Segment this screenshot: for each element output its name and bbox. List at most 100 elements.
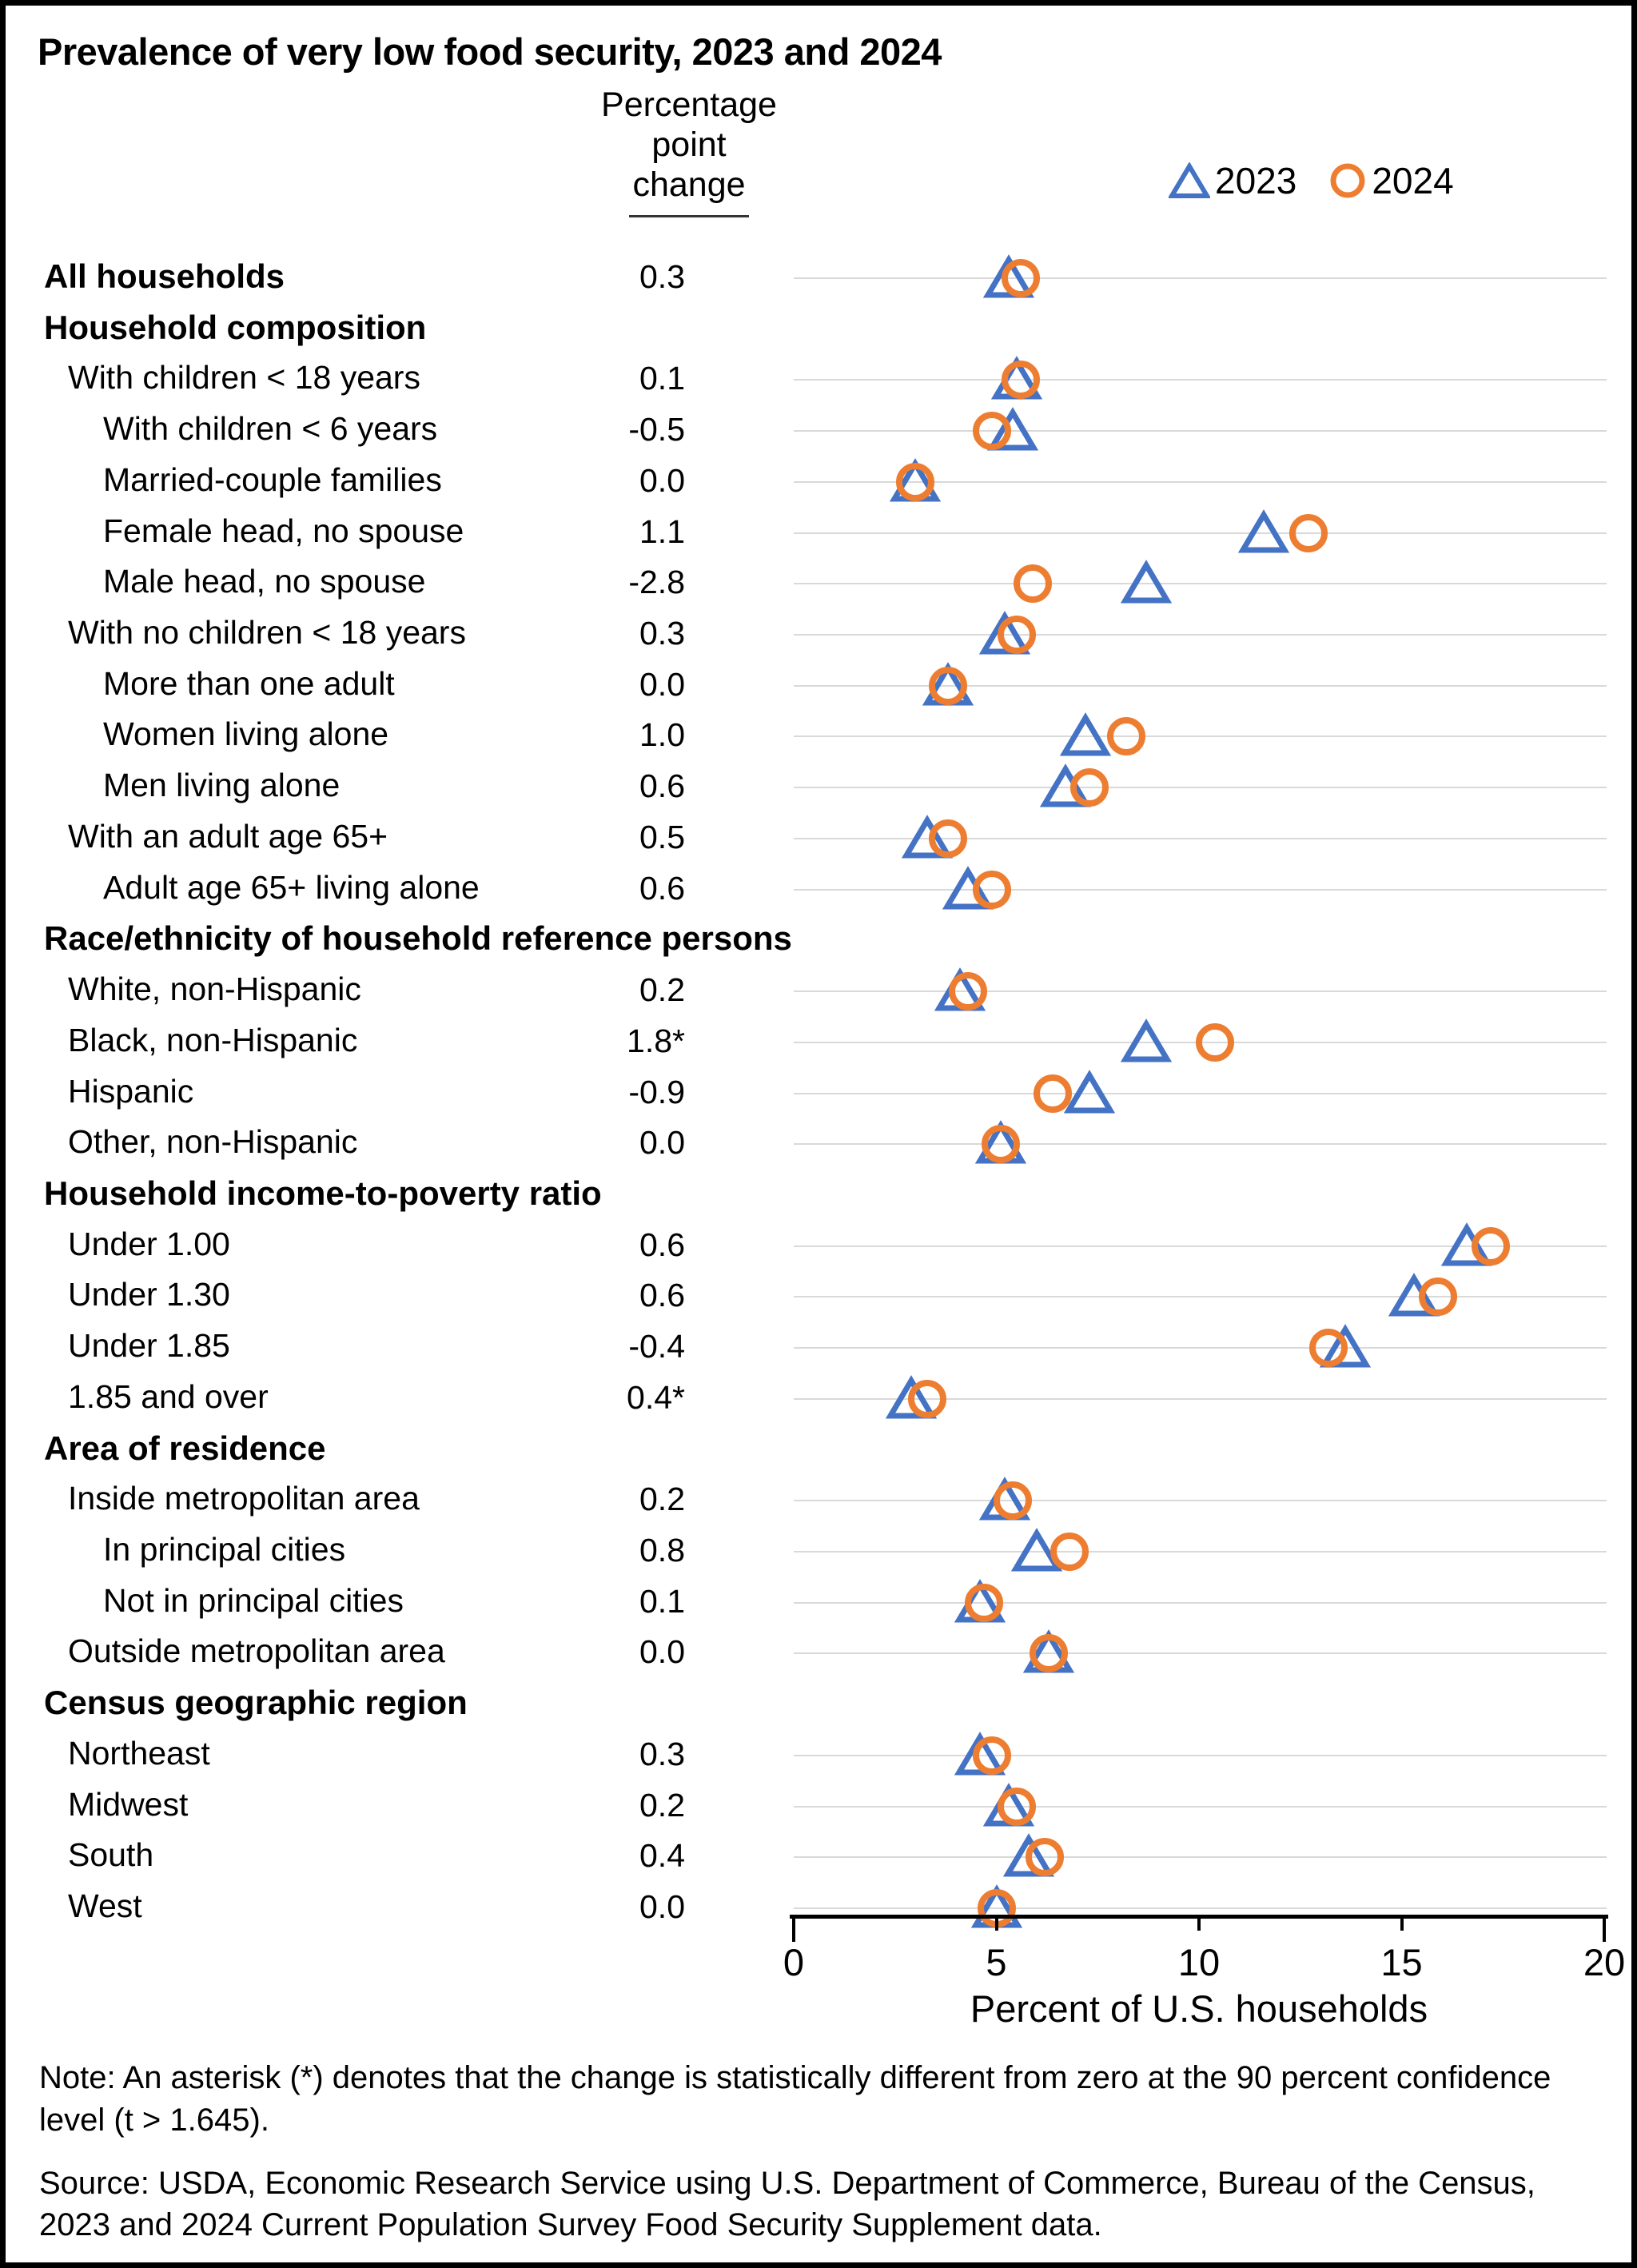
row-label: White, non-Hispanic [68, 971, 361, 1007]
gridline [794, 1755, 1607, 1756]
circle-2024-icon [1330, 163, 1365, 198]
triangle-2023-icon [1169, 162, 1210, 198]
marker-2024-circle [1034, 1074, 1073, 1113]
row-label: Under 1.85 [68, 1327, 230, 1364]
pp-change-value: 0.6 [639, 1277, 685, 1313]
marker-2024-circle [949, 972, 987, 1010]
pp-change-value: 1.8* [627, 1022, 685, 1059]
row-label: Women living alone [103, 715, 389, 752]
gridline [794, 379, 1607, 381]
row-label: Male head, no spouse [103, 563, 426, 600]
row-label: Midwest [68, 1786, 189, 1823]
marker-2023-triangle [1319, 1324, 1371, 1368]
legend: 2023 2024 [1169, 159, 1454, 202]
x-axis-tick-label: 5 [986, 1941, 1007, 1983]
gridline [794, 1551, 1607, 1553]
pp-change-value: 0.2 [639, 971, 685, 1008]
pp-change-value: 0.0 [639, 666, 685, 703]
row-label: Married-couple families [103, 461, 442, 498]
marker-2024-circle [1001, 361, 1040, 399]
section-header: Household income-to-poverty ratio [44, 1174, 602, 1212]
gridline [794, 991, 1607, 992]
marker-2023-triangle [1011, 1528, 1063, 1572]
pp-change-value: 0.4* [627, 1379, 685, 1416]
marker-2023-triangle [954, 1732, 1006, 1776]
gridline [794, 583, 1607, 584]
marker-2024-circle [1026, 1838, 1065, 1876]
pp-change-header-line1: Percentage [601, 86, 777, 124]
row-label: Men living alone [103, 767, 341, 803]
marker-2024-circle [1106, 717, 1145, 755]
row-label: Northeast [68, 1735, 210, 1772]
pp-change-value: 0.5 [639, 819, 685, 855]
marker-2024-circle [1309, 1329, 1348, 1367]
marker-2024-circle [981, 1125, 1020, 1163]
row-label: With an adult age 65+ [68, 818, 388, 855]
x-axis-tick-label: 20 [1583, 1941, 1626, 1983]
gridline [794, 277, 1607, 279]
gridline [794, 838, 1607, 839]
pp-change-value: 0.1 [639, 360, 685, 397]
pp-change-value: 0.3 [639, 1736, 685, 1772]
pp-change-value: 0.6 [639, 870, 685, 907]
section-header: Household composition [44, 309, 427, 346]
gridline [794, 1093, 1607, 1094]
marker-2023-triangle [902, 815, 954, 859]
marker-2024-circle [896, 463, 935, 501]
legend-label-2023: 2023 [1215, 160, 1297, 201]
x-axis-tick [1197, 1915, 1201, 1931]
pp-change-value: 0.2 [639, 1787, 685, 1824]
pp-change-value: 0.8 [639, 1532, 685, 1568]
marker-2024-circle [973, 1736, 1012, 1775]
row-label: South [68, 1836, 154, 1873]
pp-change-column-header: Percentage point change [569, 86, 809, 217]
row-label: Hispanic [68, 1073, 194, 1110]
gridline [794, 889, 1607, 891]
pp-change-value: 0.1 [639, 1583, 685, 1620]
marker-2024-circle [1014, 564, 1053, 603]
row-label: Under 1.00 [68, 1226, 230, 1262]
row-label: West [68, 1887, 142, 1924]
marker-2024-circle [973, 871, 1012, 909]
marker-2023-triangle [886, 1375, 938, 1419]
gridline [794, 1652, 1607, 1654]
pp-change-value: -0.4 [628, 1328, 685, 1365]
row-label: Adult age 65+ living alone [103, 869, 480, 906]
marker-2024-circle [1001, 259, 1040, 297]
marker-2023-triangle [978, 611, 1030, 655]
gridline [794, 430, 1607, 432]
marker-2023-triangle [986, 407, 1038, 451]
row-label: All households [44, 257, 285, 295]
row-label: In principal cities [103, 1531, 346, 1568]
section-header: Race/ethnicity of household reference pe… [44, 919, 792, 957]
pp-change-value: -2.8 [628, 564, 685, 600]
marker-2023-triangle [1060, 712, 1112, 756]
row-label: Under 1.30 [68, 1276, 230, 1313]
row-label: With children < 18 years [68, 359, 420, 396]
gridline [794, 685, 1607, 687]
marker-2024-circle [1196, 1023, 1235, 1062]
pp-change-header-line3: change [632, 165, 746, 204]
marker-2024-circle [993, 1481, 1032, 1520]
marker-2024-circle [1050, 1533, 1089, 1571]
marker-2023-triangle [1003, 1833, 1055, 1877]
x-axis-tick [994, 1915, 998, 1931]
pp-change-value: 1.1 [639, 513, 685, 550]
gridline [794, 1907, 1607, 1909]
source-text: Source: USDA, Economic Research Service … [39, 2165, 1535, 2243]
marker-2024-circle [1070, 768, 1109, 807]
gridline [794, 532, 1607, 534]
section-header: Census geographic region [44, 1684, 468, 1721]
gridline [794, 1602, 1607, 1604]
x-axis-title: Percent of U.S. households [970, 1987, 1428, 2030]
marker-2023-triangle [1064, 1070, 1116, 1114]
pp-change-value: 0.2 [639, 1481, 685, 1517]
marker-2024-circle [965, 1584, 1004, 1622]
legend-item-2024: 2024 [1328, 159, 1454, 202]
x-axis-tick [1603, 1915, 1606, 1942]
gridline [794, 1806, 1607, 1808]
marker-2024-circle [1472, 1227, 1511, 1266]
row-label: Outside metropolitan area [68, 1632, 445, 1669]
pp-change-header-underline [629, 214, 749, 217]
